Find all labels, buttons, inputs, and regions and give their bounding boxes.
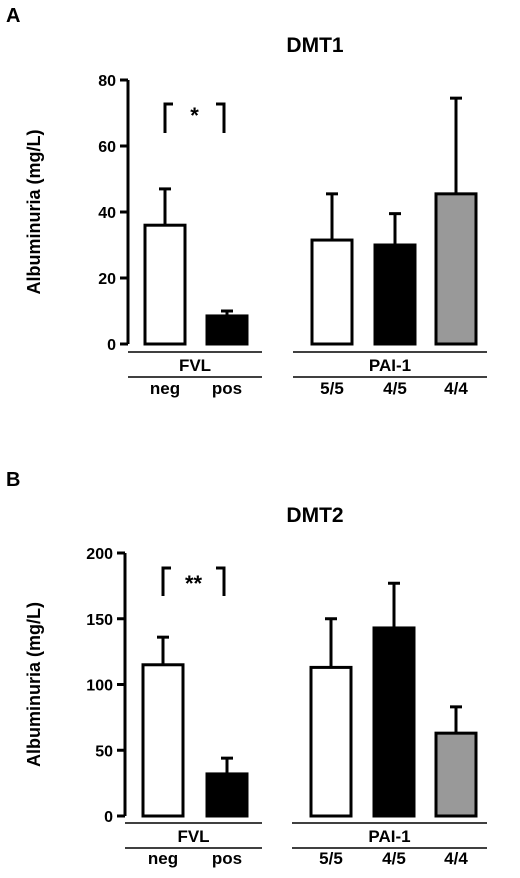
y-axis-label: Albuminuria (mg/L) (24, 602, 44, 767)
y-tick-label: 40 (98, 205, 116, 222)
bar (143, 223, 187, 346)
bar (434, 192, 478, 346)
significance-bracket-right (216, 102, 226, 133)
y-tick-label: 60 (98, 139, 116, 156)
y-tick-label: 200 (86, 546, 113, 563)
chart-title: DMT1 (286, 34, 343, 57)
significance-label: * (190, 103, 199, 128)
chart-title: DMT2 (286, 504, 343, 527)
category-label: 4/4 (444, 849, 468, 868)
panel-letter: A (6, 5, 20, 27)
group-label: FVL (179, 356, 211, 375)
bar (309, 665, 353, 818)
y-tick-label: 0 (104, 809, 113, 826)
group-label: PAI-1 (368, 827, 410, 846)
category-label: neg (150, 379, 180, 398)
significance-bracket-right (216, 566, 226, 596)
category-label: 5/5 (320, 379, 344, 398)
panel-letter: B (6, 469, 20, 491)
category-label: pos (212, 849, 242, 868)
bar (141, 663, 185, 818)
bar (205, 314, 249, 346)
significance-bracket-left (163, 102, 173, 133)
group-label: FVL (177, 827, 209, 846)
y-tick-label: 80 (98, 73, 116, 90)
y-axis-label: Albuminuria (mg/L) (24, 130, 44, 295)
y-tick-label: 100 (86, 678, 113, 695)
y-tick-label: 20 (98, 271, 116, 288)
category-label: 4/5 (383, 379, 407, 398)
bar (310, 238, 354, 346)
category-label: 5/5 (319, 849, 343, 868)
significance-bracket-left (161, 566, 171, 596)
bar (373, 243, 417, 346)
y-tick-label: 150 (86, 612, 113, 629)
category-label: 4/5 (382, 849, 406, 868)
significance-label: ** (185, 571, 203, 596)
category-label: pos (212, 379, 242, 398)
y-tick-label: 50 (95, 743, 113, 760)
bar (372, 626, 416, 818)
y-tick-label: 0 (107, 337, 116, 354)
category-label: 4/4 (444, 379, 468, 398)
bar (434, 731, 478, 818)
group-label: PAI-1 (369, 356, 411, 375)
category-label: neg (148, 849, 178, 868)
bar (205, 772, 249, 818)
